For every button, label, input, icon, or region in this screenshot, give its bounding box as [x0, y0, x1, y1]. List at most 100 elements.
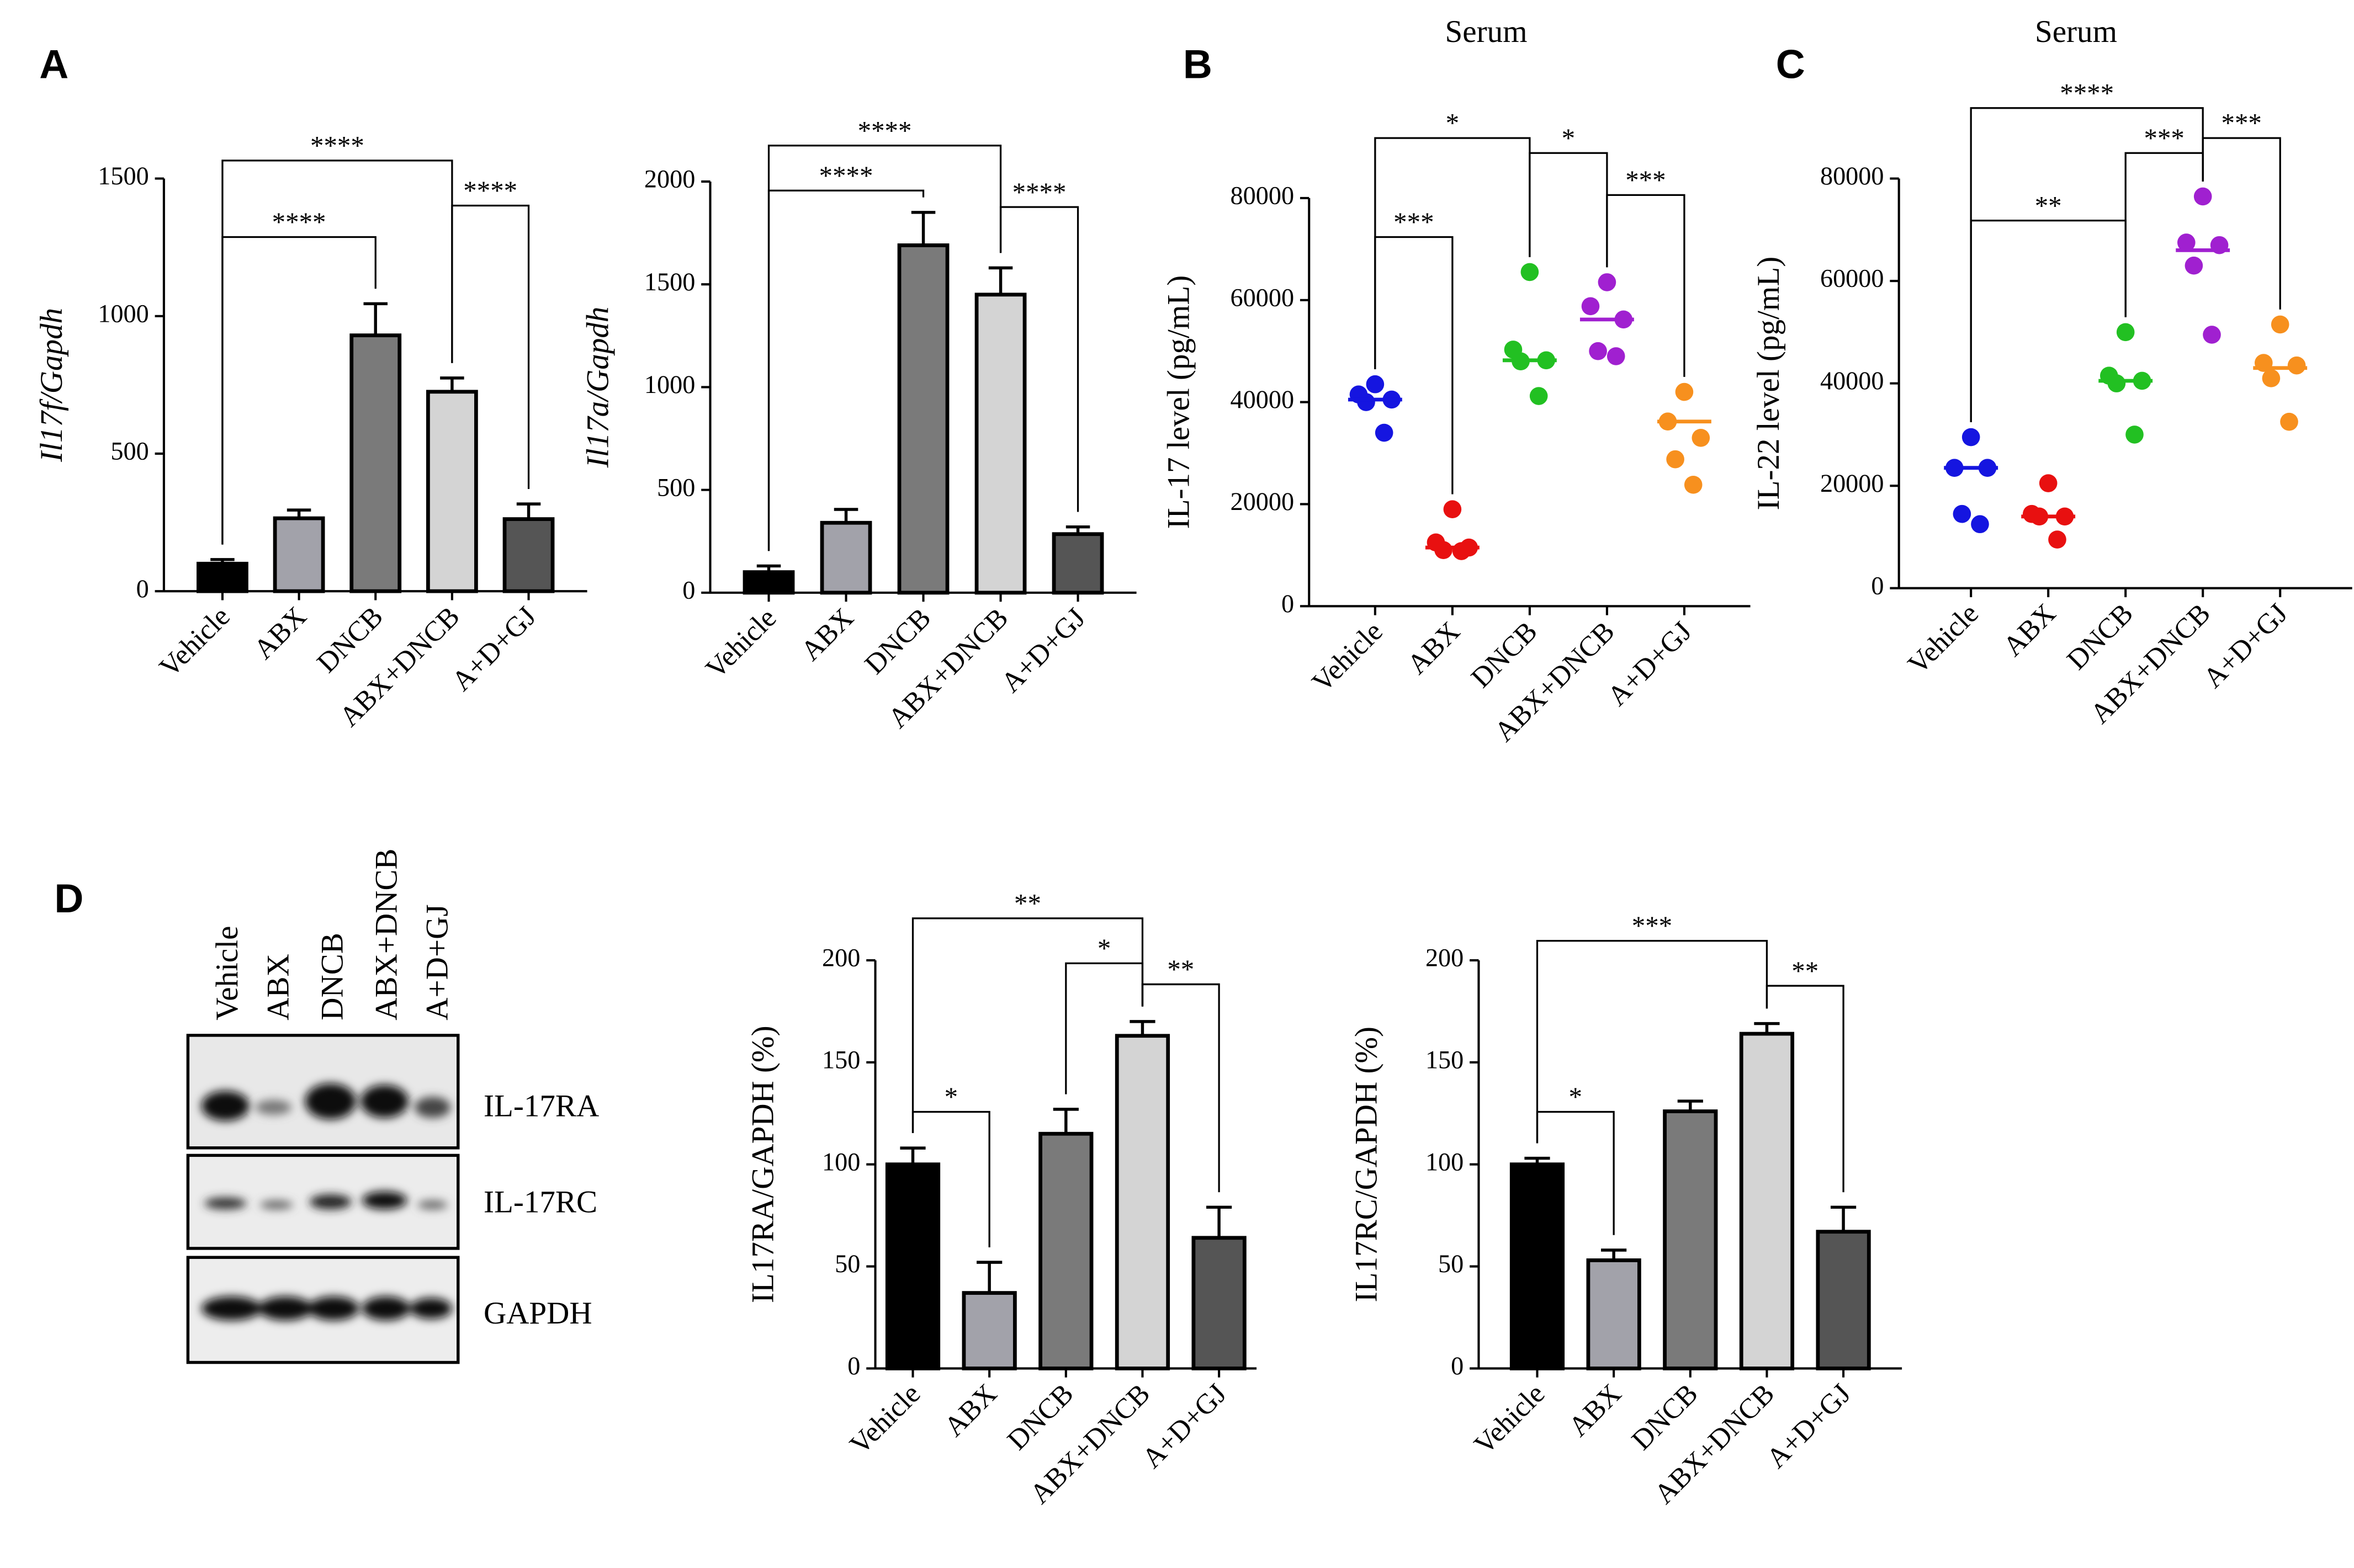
y-tick-label: 1500: [98, 162, 149, 190]
point: [2280, 412, 2298, 431]
bar: [1038, 1131, 1094, 1370]
blot-row-label: IL-17RC: [484, 1185, 597, 1220]
band: [362, 1191, 407, 1210]
bar: [1191, 1236, 1247, 1370]
significance-bracket: [1529, 152, 1608, 268]
point: [1520, 263, 1539, 281]
point: [1443, 500, 1462, 519]
significance-bracket: [1374, 236, 1454, 495]
significance-bracket: [1141, 983, 1220, 1193]
significance-label: **: [1167, 954, 1194, 985]
significance-label: *: [945, 1082, 958, 1112]
band: [255, 1099, 291, 1115]
significance-label: ****: [272, 207, 326, 237]
point: [2185, 256, 2203, 275]
x-tick-label: A+D+GJ: [1761, 1378, 1857, 1475]
significance-bracket: [911, 1110, 990, 1247]
blot-lane-label: DNCB: [315, 933, 349, 1020]
band: [204, 1197, 247, 1210]
y-tick-label: 150: [1425, 1045, 1464, 1073]
point: [2193, 187, 2212, 206]
bar: [1509, 1162, 1565, 1370]
significance-label: ****: [858, 115, 912, 146]
significance-label: ***: [2144, 123, 2185, 153]
bar: [1663, 1109, 1718, 1370]
bands: [201, 1083, 452, 1321]
y-tick-label: 0: [1871, 571, 1884, 599]
bar: [349, 333, 402, 593]
x-tick-label: ABX: [1563, 1378, 1627, 1443]
significance-bracket: [1970, 107, 2204, 422]
y-tick-label: 200: [822, 944, 860, 972]
point: [1971, 515, 1989, 534]
x-tick-label: Vehicle: [1902, 598, 1985, 681]
significance-bracket: [451, 204, 530, 489]
point: [1607, 347, 1625, 365]
significance-label: ***: [2222, 108, 2262, 138]
point: [1452, 542, 1471, 560]
x-tick-label: Vehicle: [700, 602, 783, 685]
point: [1692, 428, 1710, 447]
y-tick-label: 60000: [1231, 283, 1295, 311]
y-tick-label: 0: [1281, 589, 1294, 618]
point: [2039, 474, 2058, 492]
x-tick-label: ABX: [1997, 598, 2062, 662]
chart-title: Serum: [1445, 14, 1528, 49]
y-tick-label: 0: [1451, 1352, 1464, 1380]
y-tick-label: 1000: [98, 299, 149, 327]
x-tick-label: A+D+GJ: [1136, 1378, 1233, 1475]
band: [417, 1200, 448, 1210]
blot-lane-label: ABX+DNCB: [369, 848, 404, 1020]
chart: 0 20000 40000 60000 80000 IL-17 level (pg/mL)…: [1162, 14, 1751, 748]
point: [1529, 387, 1548, 405]
chart: 0 20000 40000 60000 80000 IL-22 level (pg/mL)…: [1751, 14, 2352, 730]
y-tick-label: 0: [847, 1352, 860, 1380]
blot-lane-label: ABX: [261, 954, 296, 1020]
point: [1684, 476, 1703, 494]
y-axis-label: Il17f/Gapdh: [34, 308, 69, 463]
bar: [962, 1291, 1017, 1370]
point: [1434, 541, 1452, 559]
significance-label: *: [1098, 933, 1111, 964]
significance-bracket: [1766, 985, 1844, 1193]
significance-label: **: [1014, 888, 1041, 918]
x-tick-label: ABX: [248, 600, 312, 665]
point: [1953, 504, 1971, 523]
y-tick-label: 1500: [644, 268, 695, 296]
point: [1675, 382, 1694, 401]
band: [201, 1296, 262, 1321]
y-tick-label: 200: [1425, 944, 1464, 972]
y-tick-label: 100: [1425, 1147, 1464, 1176]
point: [2177, 233, 2196, 252]
x-tick-label: ABX: [1401, 615, 1466, 680]
y-tick-label: 80000: [1820, 162, 1884, 190]
significance-bracket: [767, 145, 1002, 551]
y-tick-label: 2000: [644, 165, 695, 193]
point: [1581, 297, 1600, 316]
significance-bracket: [2202, 137, 2281, 310]
blot-lane-label: Vehicle: [210, 926, 245, 1020]
significance-bracket: [767, 189, 925, 551]
x-tick-label: Vehicle: [153, 600, 236, 683]
y-tick-label: 20000: [1820, 469, 1884, 497]
band: [362, 1296, 410, 1321]
bar: [1586, 1258, 1641, 1370]
bar: [974, 293, 1027, 595]
bar: [426, 390, 478, 593]
y-tick-label: 50: [835, 1250, 860, 1278]
point: [1961, 428, 1980, 447]
significance-label: ****: [1012, 177, 1067, 207]
band: [410, 1298, 452, 1319]
y-axis-label: IL-17 level (pg/mL): [1162, 275, 1196, 529]
significance-label: *: [1562, 123, 1575, 153]
point: [2107, 374, 2126, 392]
band: [201, 1091, 250, 1121]
significance-label: **: [2035, 190, 2062, 221]
significance-bracket: [1970, 220, 2127, 422]
point: [2125, 426, 2144, 444]
band: [414, 1097, 451, 1118]
chart-title: Serum: [2035, 14, 2117, 49]
bar: [1115, 1034, 1170, 1370]
